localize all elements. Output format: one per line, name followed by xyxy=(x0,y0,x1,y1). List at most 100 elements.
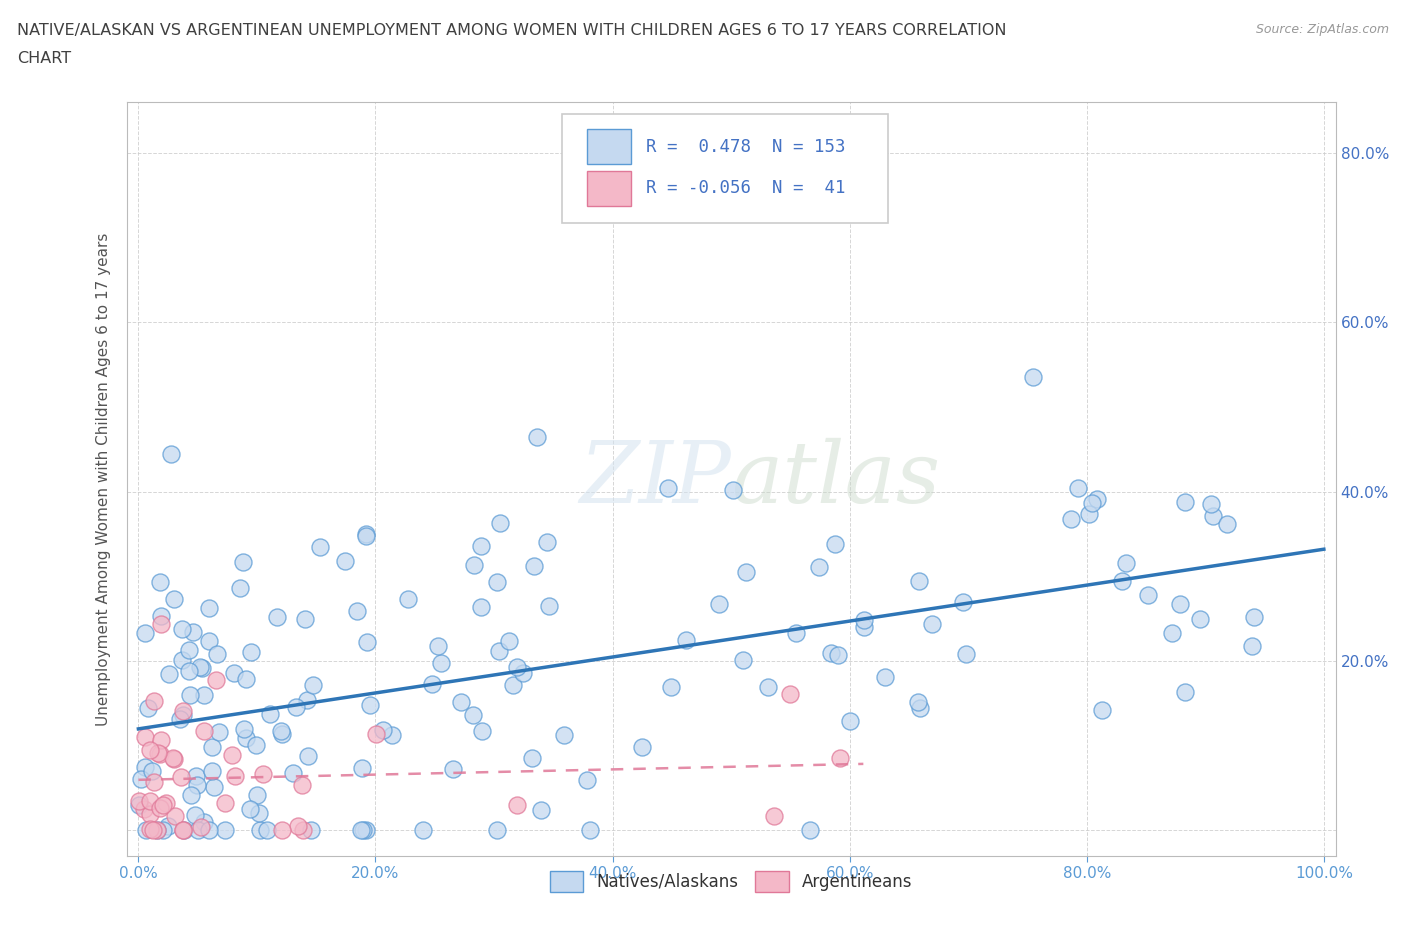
Argentineans xyxy=(287,818,309,833)
Natives/Alaskans xyxy=(180,787,202,802)
Natives/Alaskans xyxy=(169,711,191,726)
Natives/Alaskans xyxy=(249,823,271,838)
Natives/Alaskans xyxy=(1240,638,1263,653)
Argentineans xyxy=(145,823,167,838)
Natives/Alaskans xyxy=(354,823,377,838)
Natives/Alaskans xyxy=(350,823,373,838)
Argentineans xyxy=(170,769,193,784)
Natives/Alaskans xyxy=(150,609,173,624)
Natives/Alaskans xyxy=(245,737,267,752)
Natives/Alaskans xyxy=(1085,492,1108,507)
Natives/Alaskans xyxy=(488,644,510,658)
Natives/Alaskans xyxy=(470,538,492,553)
Natives/Alaskans xyxy=(1059,512,1081,526)
Argentineans xyxy=(252,766,274,781)
Natives/Alaskans xyxy=(1202,509,1225,524)
Argentineans xyxy=(172,823,194,838)
Natives/Alaskans xyxy=(1077,507,1099,522)
Natives/Alaskans xyxy=(471,724,494,738)
Argentineans xyxy=(762,808,785,823)
Natives/Alaskans xyxy=(201,764,224,778)
Natives/Alaskans xyxy=(136,700,159,715)
Natives/Alaskans xyxy=(1174,684,1197,699)
Argentineans xyxy=(214,796,236,811)
Natives/Alaskans xyxy=(1216,517,1239,532)
Natives/Alaskans xyxy=(373,723,395,737)
Natives/Alaskans xyxy=(520,751,543,765)
Natives/Alaskans xyxy=(247,805,270,820)
Natives/Alaskans xyxy=(908,573,931,588)
Natives/Alaskans xyxy=(177,663,200,678)
Natives/Alaskans xyxy=(359,698,381,712)
Natives/Alaskans xyxy=(661,680,683,695)
Text: R =  0.478  N = 153: R = 0.478 N = 153 xyxy=(647,138,846,155)
Natives/Alaskans xyxy=(222,665,245,680)
FancyBboxPatch shape xyxy=(562,113,889,223)
Natives/Alaskans xyxy=(852,619,875,634)
Natives/Alaskans xyxy=(785,625,807,640)
Natives/Alaskans xyxy=(1111,574,1133,589)
Natives/Alaskans xyxy=(824,537,846,551)
Argentineans xyxy=(139,821,162,836)
Natives/Alaskans xyxy=(281,765,304,780)
Natives/Alaskans xyxy=(1199,497,1222,512)
Argentineans xyxy=(134,730,156,745)
Natives/Alaskans xyxy=(179,687,201,702)
Natives/Alaskans xyxy=(135,823,157,838)
Natives/Alaskans xyxy=(381,728,404,743)
Natives/Alaskans xyxy=(191,661,214,676)
Natives/Alaskans xyxy=(266,609,288,624)
Text: atlas: atlas xyxy=(731,438,941,520)
Natives/Alaskans xyxy=(470,599,492,614)
Argentineans xyxy=(146,746,169,761)
Natives/Alaskans xyxy=(297,692,319,707)
Natives/Alaskans xyxy=(489,515,512,530)
Natives/Alaskans xyxy=(184,807,207,822)
Natives/Alaskans xyxy=(1115,556,1137,571)
Natives/Alaskans xyxy=(1161,626,1184,641)
Natives/Alaskans xyxy=(356,526,378,541)
Natives/Alaskans xyxy=(134,626,156,641)
Natives/Alaskans xyxy=(526,430,548,445)
Natives/Alaskans xyxy=(450,695,472,710)
Text: R = -0.056  N =  41: R = -0.056 N = 41 xyxy=(647,179,846,197)
Natives/Alaskans xyxy=(707,597,730,612)
Natives/Alaskans xyxy=(955,646,977,661)
Argentineans xyxy=(172,703,194,718)
Natives/Alaskans xyxy=(240,645,263,660)
Argentineans xyxy=(224,768,246,783)
Natives/Alaskans xyxy=(235,731,257,746)
Natives/Alaskans xyxy=(214,823,236,838)
Argentineans xyxy=(364,726,387,741)
Natives/Alaskans xyxy=(146,823,169,838)
Natives/Alaskans xyxy=(256,823,278,838)
Natives/Alaskans xyxy=(838,713,860,728)
Natives/Alaskans xyxy=(193,687,215,702)
Natives/Alaskans xyxy=(536,535,558,550)
Natives/Alaskans xyxy=(485,575,508,590)
Natives/Alaskans xyxy=(141,764,163,778)
Natives/Alaskans xyxy=(498,633,520,648)
Natives/Alaskans xyxy=(239,802,262,817)
Natives/Alaskans xyxy=(575,773,598,788)
Natives/Alaskans xyxy=(356,635,378,650)
Natives/Alaskans xyxy=(735,565,758,579)
Natives/Alaskans xyxy=(271,726,294,741)
Natives/Alaskans xyxy=(159,447,181,462)
Natives/Alaskans xyxy=(157,666,180,681)
Natives/Alaskans xyxy=(631,739,654,754)
Argentineans xyxy=(152,797,174,812)
Natives/Alaskans xyxy=(1243,609,1265,624)
Argentineans xyxy=(165,809,187,824)
Argentineans xyxy=(828,751,851,765)
Natives/Alaskans xyxy=(921,617,943,631)
Natives/Alaskans xyxy=(463,708,485,723)
Natives/Alaskans xyxy=(1022,370,1045,385)
Natives/Alaskans xyxy=(188,659,211,674)
Natives/Alaskans xyxy=(179,643,201,658)
Natives/Alaskans xyxy=(523,559,546,574)
Natives/Alaskans xyxy=(441,761,464,776)
Natives/Alaskans xyxy=(208,724,231,739)
Natives/Alaskans xyxy=(335,554,357,569)
Natives/Alaskans xyxy=(820,645,842,660)
